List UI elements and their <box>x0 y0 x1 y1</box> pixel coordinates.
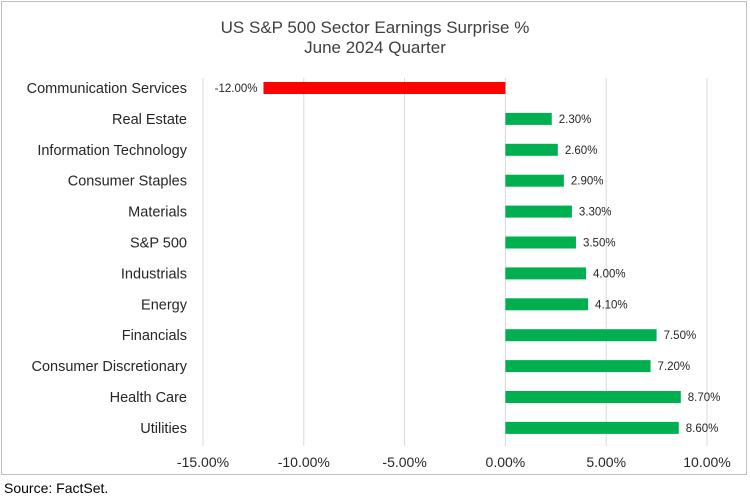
bar <box>505 236 576 249</box>
category-label: Utilities <box>140 421 187 437</box>
category-label: Energy <box>141 297 188 313</box>
chart-title: US S&P 500 Sector Earnings Surprise % <box>220 18 530 37</box>
bar <box>505 329 657 342</box>
bar <box>505 421 679 434</box>
x-tick-label: 5.00% <box>586 454 626 470</box>
data-label: 2.90% <box>571 176 604 188</box>
gridlines <box>202 78 708 446</box>
bar <box>505 174 564 187</box>
x-tick-label: -10.00% <box>278 454 330 470</box>
data-label: 4.10% <box>595 299 628 311</box>
x-tick-label: -15.00% <box>177 454 229 470</box>
bar <box>505 298 589 311</box>
bar <box>505 267 587 280</box>
x-tick-label: 10.00% <box>683 454 730 470</box>
data-label: 3.30% <box>579 207 612 219</box>
category-label: Information Technology <box>37 143 187 159</box>
data-label: 3.50% <box>583 238 616 250</box>
bar <box>505 143 558 156</box>
category-label: Industrials <box>121 266 187 282</box>
category-label: Consumer Discretionary <box>31 359 187 375</box>
category-label: Health Care <box>110 390 187 406</box>
data-label: 8.70% <box>688 392 721 404</box>
x-tick-label: 0.00% <box>486 454 526 470</box>
bar <box>505 360 651 373</box>
data-label: 7.20% <box>658 361 691 373</box>
x-tick-labels: -15.00% -10.00% -5.00% 0.00% 5.00% 10.00% <box>177 454 731 470</box>
data-label: 4.00% <box>593 268 626 280</box>
category-label: Consumer Staples <box>68 174 187 190</box>
source-note: Source: FactSet. <box>4 480 109 496</box>
data-label: 8.60% <box>686 423 719 435</box>
chart-subtitle: June 2024 Quarter <box>304 38 446 57</box>
bars <box>263 82 681 434</box>
category-label: Financials <box>122 328 187 344</box>
category-label: Materials <box>128 205 187 221</box>
data-label: 2.60% <box>565 145 598 157</box>
bar <box>505 205 572 218</box>
data-label: 7.50% <box>664 330 697 342</box>
bar <box>505 391 681 403</box>
data-label: -12.00% <box>215 83 258 95</box>
data-label: 2.30% <box>559 114 592 126</box>
category-label: S&P 500 <box>130 236 187 252</box>
bar <box>263 82 506 94</box>
category-labels: Communication Services Real Estate Informa… <box>27 81 188 437</box>
x-tick-label: -5.00% <box>382 454 426 470</box>
data-labels: -12.00% 2.30% 2.60% 2.90% 3.30% 3.50% 4.00% 4.1… <box>215 83 721 435</box>
category-label: Communication Services <box>27 81 187 97</box>
category-label: Real Estate <box>112 112 187 128</box>
bar <box>505 112 552 125</box>
